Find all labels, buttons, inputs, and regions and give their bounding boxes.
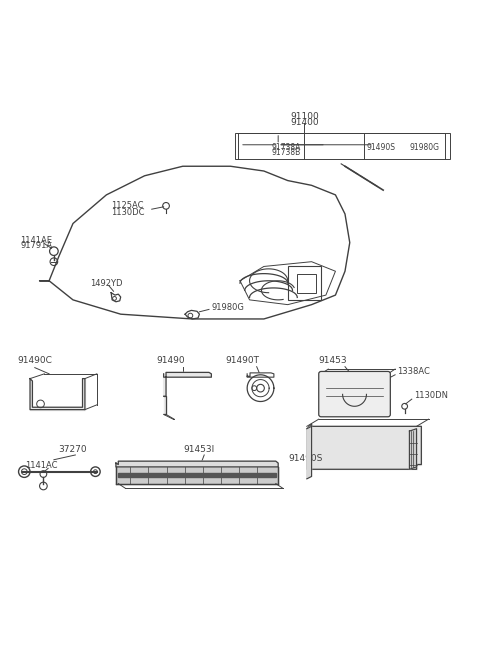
- Polygon shape: [307, 424, 421, 469]
- Text: 91400: 91400: [290, 118, 319, 127]
- Text: 91738A: 91738A: [271, 143, 300, 152]
- Polygon shape: [164, 373, 211, 396]
- Text: 91490C: 91490C: [17, 357, 52, 365]
- Text: 37270: 37270: [59, 445, 87, 454]
- Bar: [288, 267, 321, 300]
- Text: 91980G: 91980G: [409, 143, 439, 152]
- Text: 91490S: 91490S: [366, 143, 396, 152]
- Text: 91980G: 91980G: [211, 304, 244, 313]
- Bar: [297, 273, 316, 293]
- Text: 1338AC: 1338AC: [397, 367, 431, 376]
- FancyBboxPatch shape: [319, 371, 390, 417]
- Polygon shape: [116, 467, 278, 484]
- Text: 91738B: 91738B: [271, 148, 300, 157]
- Polygon shape: [409, 429, 417, 469]
- Text: 1130DN: 1130DN: [414, 391, 448, 400]
- Text: 1141AC: 1141AC: [25, 461, 58, 470]
- Polygon shape: [307, 426, 312, 479]
- Text: 1130DC: 1130DC: [111, 208, 144, 217]
- Polygon shape: [116, 461, 278, 467]
- Text: 91453: 91453: [319, 357, 348, 365]
- Text: 1141AE: 1141AE: [21, 236, 52, 244]
- Text: 91791A: 91791A: [21, 241, 53, 250]
- Text: 1492YD: 1492YD: [90, 279, 122, 288]
- Circle shape: [252, 386, 257, 390]
- Polygon shape: [164, 396, 166, 415]
- Text: 91453I: 91453I: [184, 445, 215, 454]
- Text: 91490S: 91490S: [288, 454, 323, 463]
- Text: 91490T: 91490T: [226, 357, 259, 365]
- Polygon shape: [118, 473, 276, 478]
- Polygon shape: [30, 378, 85, 409]
- Bar: [235, 133, 450, 159]
- Text: 91490: 91490: [156, 357, 185, 365]
- Text: 1125AC: 1125AC: [111, 201, 144, 210]
- Text: 91100: 91100: [290, 112, 319, 121]
